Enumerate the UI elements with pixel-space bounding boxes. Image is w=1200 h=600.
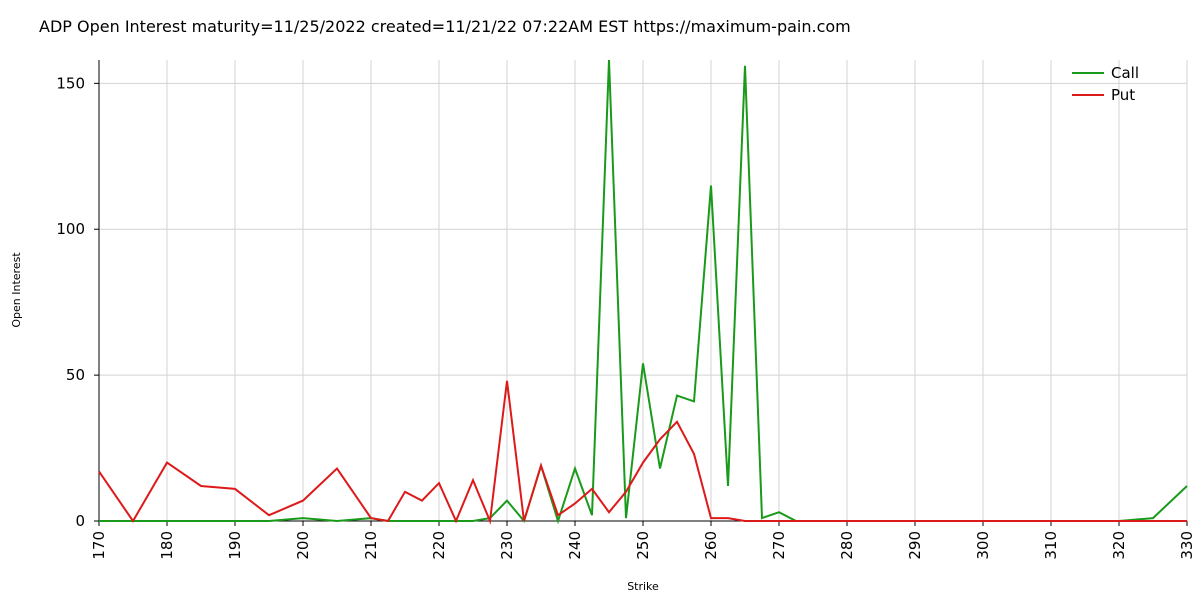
legend-label-call: Call <box>1111 64 1139 82</box>
x-tick-label: 300 <box>974 531 992 560</box>
x-tick-label: 330 <box>1178 531 1196 560</box>
legend-label-put: Put <box>1111 86 1135 104</box>
y-tick-label: 50 <box>66 366 85 384</box>
legend: Call Put <box>1072 64 1139 104</box>
x-tick-label: 280 <box>838 531 856 560</box>
x-tick-label: 180 <box>158 531 176 560</box>
series-layer <box>98 59 1188 525</box>
x-tick-label: 320 <box>1110 531 1128 560</box>
x-tick-label: 250 <box>634 531 652 560</box>
x-tick-label: 230 <box>498 531 516 560</box>
x-tick-label: 260 <box>702 531 720 560</box>
axes-layer: 0 50 100 150 170 180 190 200 210 220 230 240 250 260 2… <box>56 60 1196 560</box>
x-tick-label: 310 <box>1042 531 1060 560</box>
x-tick-label: 270 <box>770 531 788 560</box>
series-line-put <box>98 380 1187 525</box>
x-tick-label: 240 <box>566 531 584 560</box>
chart-title: ADP Open Interest maturity=11/25/2022 cr… <box>39 17 851 36</box>
x-tick-label: 190 <box>226 531 244 560</box>
x-tick-label: 220 <box>430 531 448 560</box>
x-tick-label: 200 <box>294 531 312 560</box>
y-tick-label: 0 <box>75 512 85 530</box>
y-tick-label: 150 <box>56 74 85 92</box>
grid-layer <box>98 60 1188 522</box>
x-tick-label: 170 <box>90 531 108 560</box>
x-tick-label: 290 <box>906 531 924 560</box>
y-axis-label: Open Interest <box>10 252 23 328</box>
y-tick-label: 100 <box>56 220 85 238</box>
x-tick-label: 210 <box>362 531 380 560</box>
x-axis-label: Strike <box>627 580 659 593</box>
